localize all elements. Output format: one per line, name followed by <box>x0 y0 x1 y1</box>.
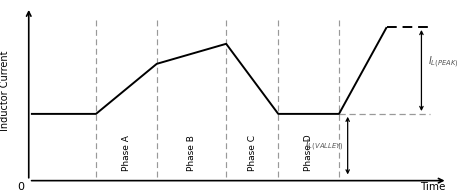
Text: Phase B: Phase B <box>187 135 196 171</box>
Text: 0: 0 <box>17 182 24 192</box>
Text: Phase D: Phase D <box>304 134 313 171</box>
Text: Phase A: Phase A <box>122 135 131 171</box>
Text: Phase C: Phase C <box>248 135 257 171</box>
Text: $I_{L(VALLEY)}$: $I_{L(VALLEY)}$ <box>305 138 343 153</box>
Text: Inductor Current: Inductor Current <box>0 50 10 131</box>
Text: Time: Time <box>420 182 445 192</box>
Text: $I_{L(PEAK)}$: $I_{L(PEAK)}$ <box>428 54 459 70</box>
